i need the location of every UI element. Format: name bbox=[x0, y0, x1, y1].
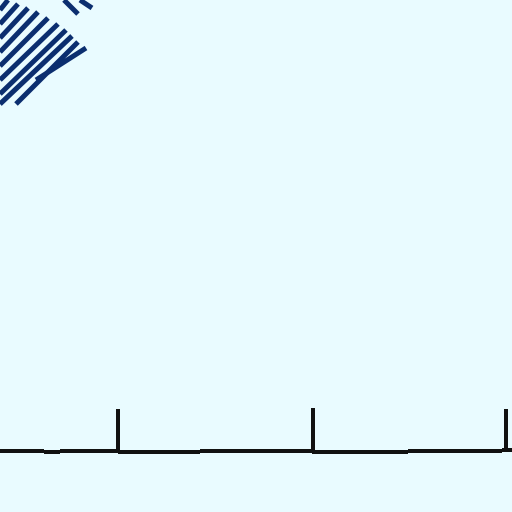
baseline-with-tick-marks bbox=[0, 408, 512, 454]
hatch-stroke bbox=[0, 28, 68, 96]
hatch-stroke bbox=[0, 0, 10, 12]
hatch-stroke bbox=[0, 22, 60, 82]
hatch-stroke bbox=[62, 0, 80, 16]
hatch-stroke bbox=[0, 34, 74, 106]
hatch-stroke bbox=[0, 10, 40, 54]
hatch-stroke bbox=[0, 2, 20, 26]
hatch-stroke bbox=[0, 16, 50, 68]
hatch-stroke bbox=[0, 6, 30, 40]
hatch-stroke bbox=[34, 45, 88, 83]
hatched-corner-shape bbox=[0, 0, 94, 106]
hatch-stroke bbox=[78, 0, 94, 11]
